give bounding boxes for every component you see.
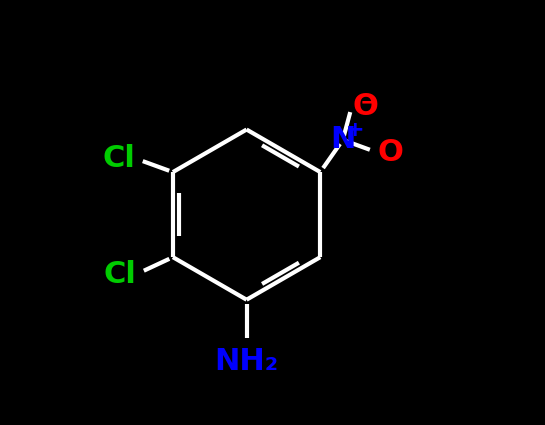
Text: +: +	[346, 120, 365, 140]
Text: Cl: Cl	[102, 144, 135, 173]
Text: O: O	[353, 92, 379, 121]
Text: Cl: Cl	[104, 260, 136, 289]
Text: O: O	[378, 138, 403, 167]
Text: −: −	[360, 92, 379, 113]
Text: NH₂: NH₂	[215, 347, 278, 376]
Text: N: N	[330, 125, 355, 154]
